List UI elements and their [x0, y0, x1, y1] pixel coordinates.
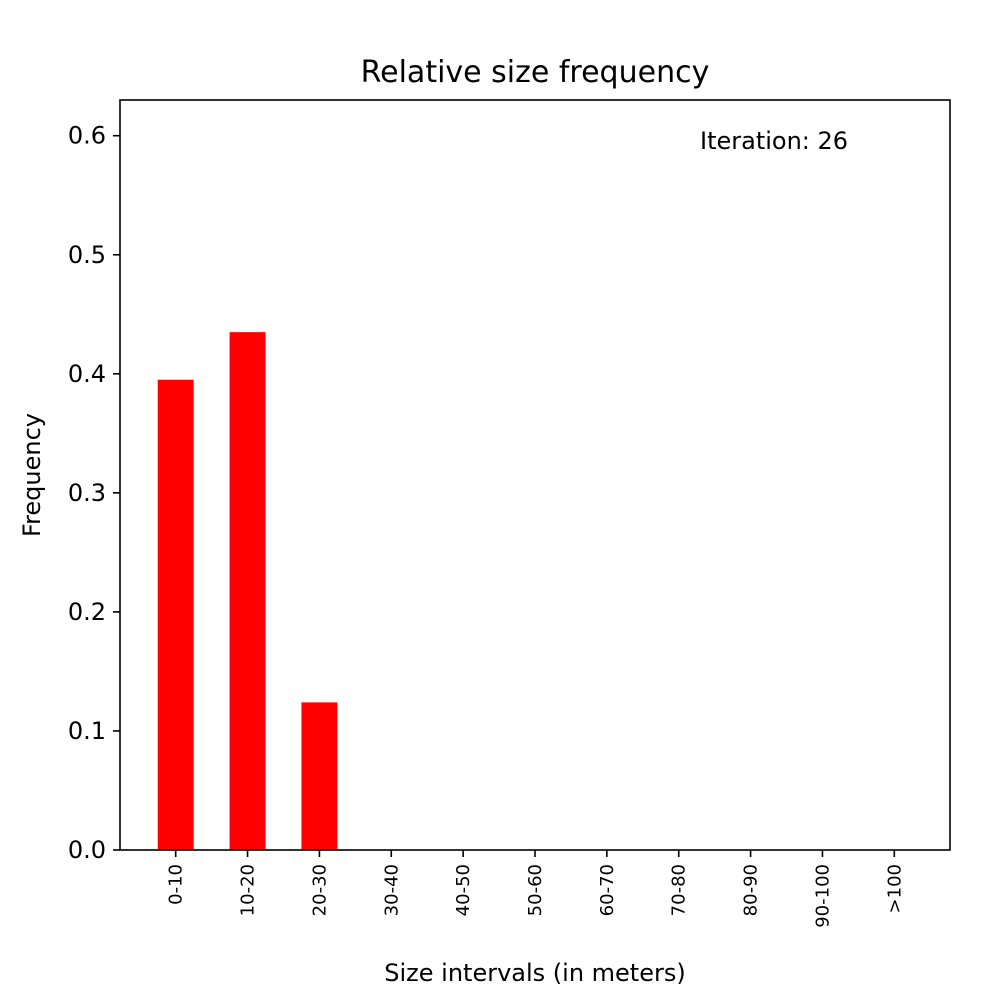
plot-frame — [119, 99, 951, 851]
y-tick-label: 0.0 — [68, 836, 106, 864]
bar-0-10 — [157, 379, 194, 850]
x-tick-label: 80-90 — [741, 864, 762, 916]
x-tick-label: 40-50 — [453, 864, 474, 916]
bars — [157, 332, 338, 851]
iteration-annotation: Iteration: 26 — [700, 127, 848, 155]
x-axis-label: Size intervals (in meters) — [384, 959, 685, 987]
y-axis-label: Frequency — [18, 413, 46, 537]
x-tick-label: 70-80 — [669, 864, 690, 916]
x-tick-label: >100 — [884, 864, 905, 913]
x-axis-ticks: 0-10 10-20 20-30 30-40 40-50 50-60 60-70 70-80 8… — [166, 850, 905, 928]
y-tick-label: 0.5 — [68, 241, 106, 269]
bar-10-20 — [229, 332, 266, 851]
bar-20-30 — [301, 702, 338, 850]
chart-title: Relative size frequency — [361, 55, 710, 90]
x-tick-label: 10-20 — [238, 864, 259, 916]
y-tick-label: 0.6 — [68, 122, 106, 150]
x-tick-label: 30-40 — [381, 864, 402, 916]
x-tick-label: 90-100 — [812, 864, 833, 928]
y-axis-ticks: 0.0 0.1 0.2 0.3 0.4 0.5 0.6 — [68, 122, 120, 864]
y-tick-label: 0.2 — [68, 598, 106, 626]
x-tick-label: 0-10 — [166, 864, 187, 905]
y-tick-label: 0.4 — [68, 360, 106, 388]
y-tick-label: 0.3 — [68, 479, 106, 507]
x-tick-label: 60-70 — [597, 864, 618, 916]
x-tick-label: 20-30 — [309, 864, 330, 916]
y-tick-label: 0.1 — [68, 717, 106, 745]
x-tick-label: 50-60 — [525, 864, 546, 916]
